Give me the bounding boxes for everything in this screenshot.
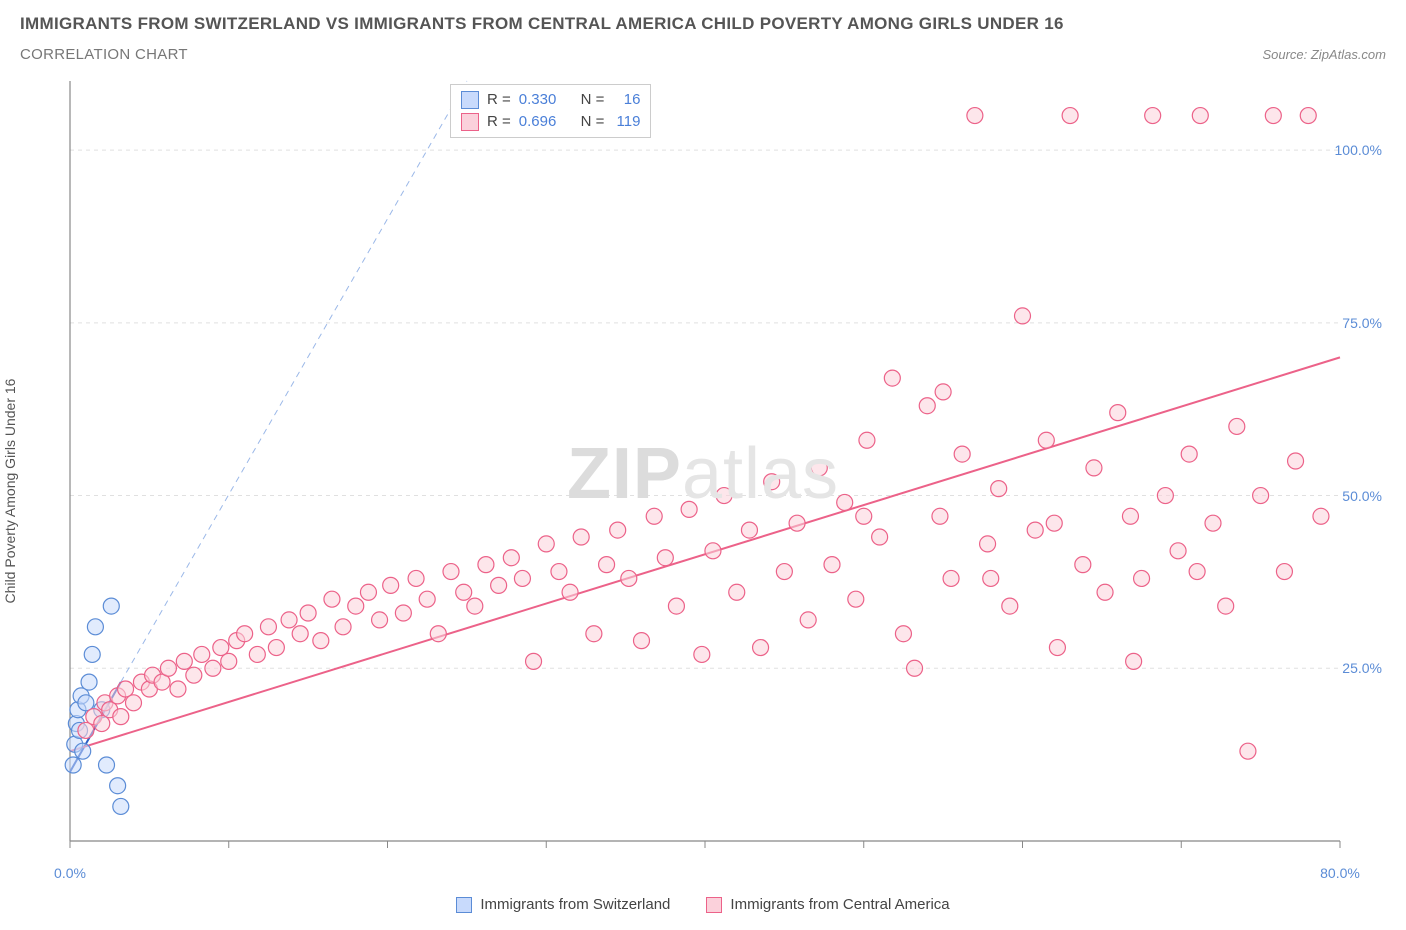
y-tick-label: 75.0% [1342,315,1382,331]
r-label: R = [487,89,511,111]
chart-subtitle: CORRELATION CHART [20,46,188,63]
legend-swatch-series2 [461,113,479,131]
legend-swatch-series1-bottom [456,897,472,913]
x-tick-label: 0.0% [54,865,86,881]
y-tick-label: 50.0% [1342,488,1382,504]
legend-label-series2: Immigrants from Central America [730,896,949,913]
x-tick-label: 80.0% [1320,865,1360,881]
r-value-series1: 0.330 [519,89,557,111]
n-value-series2: 119 [612,111,640,133]
stats-row-series2: R = 0.696 N = 119 [461,111,640,133]
r-value-series2: 0.696 [519,111,557,133]
legend-item-series2: Immigrants from Central America [706,896,949,913]
stats-row-series1: R = 0.330 N = 16 [461,89,640,111]
source-name: ZipAtlas.com [1311,47,1386,62]
legend-bottom: Immigrants from Switzerland Immigrants f… [20,896,1386,913]
chart-container: Child Poverty Among Girls Under 16 ZIPat… [20,71,1386,911]
subtitle-row: CORRELATION CHART Source: ZipAtlas.com [20,46,1386,63]
y-tick-label: 100.0% [1335,142,1382,158]
n-value-series1: 16 [612,89,640,111]
y-tick-label: 25.0% [1342,660,1382,676]
chart-title: IMMIGRANTS FROM SWITZERLAND VS IMMIGRANT… [20,14,1386,34]
stats-legend-box: R = 0.330 N = 16 R = 0.696 N = 119 [450,84,651,138]
n-label: N = [581,111,605,133]
legend-label-series1: Immigrants from Switzerland [480,896,670,913]
legend-swatch-series1 [461,91,479,109]
r-label: R = [487,111,511,133]
legend-swatch-series2-bottom [706,897,722,913]
source-credit: Source: ZipAtlas.com [1262,47,1386,62]
y-axis-label: Child Poverty Among Girls Under 16 [2,379,18,604]
legend-item-series1: Immigrants from Switzerland [456,896,670,913]
source-prefix: Source: [1262,47,1310,62]
scatter-plot [20,71,1386,911]
n-label: N = [581,89,605,111]
